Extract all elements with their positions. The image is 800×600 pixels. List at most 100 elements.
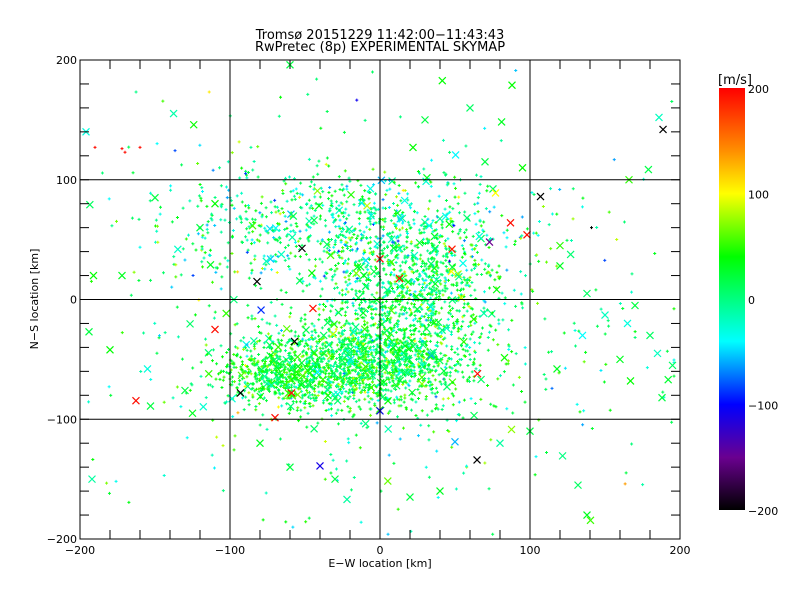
scatter-point-plus bbox=[171, 396, 175, 400]
scatter-point-plus bbox=[245, 348, 249, 352]
scatter-point-plus bbox=[239, 220, 243, 224]
scatter-point-plus bbox=[326, 238, 330, 242]
scatter-point-plus bbox=[427, 274, 431, 278]
scatter-point-plus bbox=[403, 396, 407, 400]
scatter-point-plus bbox=[247, 206, 251, 210]
scatter-point-plus bbox=[483, 126, 487, 130]
scatter-point-plus bbox=[278, 349, 282, 353]
scatter-point-plus bbox=[621, 306, 625, 310]
scatter-point-plus bbox=[270, 353, 274, 357]
scatter-point-plus bbox=[351, 228, 355, 232]
scatter-point-cross bbox=[496, 439, 504, 448]
scatter-point-cross bbox=[288, 233, 297, 242]
scatter-point-plus bbox=[496, 343, 500, 347]
scatter-point-plus bbox=[142, 331, 146, 335]
scatter-point-plus bbox=[89, 279, 93, 283]
scatter-point-plus bbox=[269, 200, 273, 204]
scatter-point-plus bbox=[259, 271, 263, 275]
scatter-point-plus bbox=[465, 268, 469, 272]
scatter-point-plus bbox=[320, 360, 324, 364]
scatter-point-plus bbox=[337, 175, 341, 179]
scatter-point-cross bbox=[558, 451, 567, 460]
scatter-point-plus bbox=[401, 345, 405, 349]
scatter-point-plus bbox=[282, 369, 286, 373]
scatter-point-plus bbox=[359, 520, 363, 524]
scatter-point-plus bbox=[279, 380, 283, 384]
scatter-point-cross bbox=[324, 391, 332, 400]
scatter-point-plus bbox=[488, 273, 492, 277]
scatter-point-plus bbox=[359, 376, 363, 380]
scatter-point-cross bbox=[481, 157, 489, 166]
scatter-point-cross bbox=[256, 439, 264, 448]
scatter-point-cross bbox=[272, 372, 281, 380]
scatter-point-plus bbox=[340, 183, 344, 187]
grid-lines bbox=[80, 60, 680, 539]
scatter-point-plus bbox=[434, 343, 438, 347]
scatter-point-plus bbox=[359, 361, 363, 365]
scatter-point-plus bbox=[291, 399, 295, 403]
scatter-point-plus bbox=[329, 309, 333, 313]
scatter-point-plus bbox=[547, 350, 551, 354]
scatter-point-plus bbox=[156, 240, 160, 244]
scatter-point-plus bbox=[445, 255, 449, 259]
scatter-point-plus bbox=[336, 235, 340, 239]
scatter-point-plus bbox=[434, 368, 438, 372]
scatter-point-plus bbox=[325, 246, 329, 250]
scatter-point-plus bbox=[205, 227, 209, 231]
scatter-point-plus bbox=[612, 158, 616, 162]
scatter-point-plus bbox=[351, 301, 355, 305]
scatter-point-plus bbox=[337, 208, 341, 212]
scatter-point-plus bbox=[357, 363, 361, 367]
scatter-point-plus bbox=[512, 288, 516, 292]
scatter-point-plus bbox=[473, 402, 477, 406]
scatter-point-cross bbox=[626, 377, 635, 385]
scatter-point-plus bbox=[456, 202, 460, 206]
scatter-point-cross bbox=[345, 225, 354, 234]
scatter-point-plus bbox=[290, 379, 294, 383]
scatter-point-plus bbox=[303, 313, 307, 317]
scatter-point-plus bbox=[134, 90, 138, 94]
scatter-point-plus bbox=[327, 327, 331, 331]
scatter-point-plus bbox=[400, 351, 404, 355]
scatter-point-plus bbox=[137, 278, 141, 282]
scatter-point-plus bbox=[523, 346, 527, 350]
scatter-point-plus bbox=[230, 251, 234, 255]
scatter-point-plus bbox=[340, 385, 344, 389]
scatter-point-plus bbox=[389, 358, 393, 362]
scatter-point-cross bbox=[347, 377, 356, 386]
scatter-point-plus bbox=[470, 243, 474, 247]
scatter-point-plus bbox=[243, 384, 247, 388]
scatter-point-plus bbox=[348, 364, 352, 368]
scatter-point-plus bbox=[435, 340, 439, 344]
scatter-point-cross bbox=[448, 245, 456, 254]
scatter-point-plus bbox=[230, 362, 234, 366]
scatter-point-plus bbox=[376, 283, 380, 287]
scatter-point-plus bbox=[672, 307, 676, 311]
scatter-point-plus bbox=[175, 215, 179, 219]
x-tick-label: −100 bbox=[215, 544, 245, 557]
scatter-point-plus bbox=[244, 235, 248, 239]
scatter-point-plus bbox=[333, 189, 337, 193]
scatter-point-plus bbox=[375, 421, 379, 425]
scatter-point-plus bbox=[555, 212, 559, 216]
scatter-point-plus bbox=[464, 235, 468, 239]
scatter-point-plus bbox=[471, 363, 475, 367]
scatter-point-plus bbox=[434, 250, 438, 254]
scatter-point-plus bbox=[344, 287, 348, 291]
scatter-point-cross bbox=[556, 241, 564, 250]
scatter-point-plus bbox=[523, 362, 527, 366]
scatter-point-cross bbox=[204, 369, 213, 378]
scatter-point-plus bbox=[427, 314, 431, 318]
scatter-point-plus bbox=[353, 227, 357, 231]
scatter-point-plus bbox=[410, 302, 414, 306]
scatter-point-plus bbox=[356, 336, 360, 340]
scatter-point-plus bbox=[265, 376, 269, 380]
scatter-point-plus bbox=[307, 402, 311, 406]
scatter-point-plus bbox=[207, 90, 211, 94]
scatter-point-plus bbox=[345, 459, 349, 463]
scatter-point-plus bbox=[316, 385, 320, 389]
scatter-point-plus bbox=[466, 284, 470, 288]
scatter-point-plus bbox=[448, 150, 452, 154]
scatter-point-plus bbox=[450, 254, 454, 258]
scatter-point-cross bbox=[466, 103, 474, 112]
